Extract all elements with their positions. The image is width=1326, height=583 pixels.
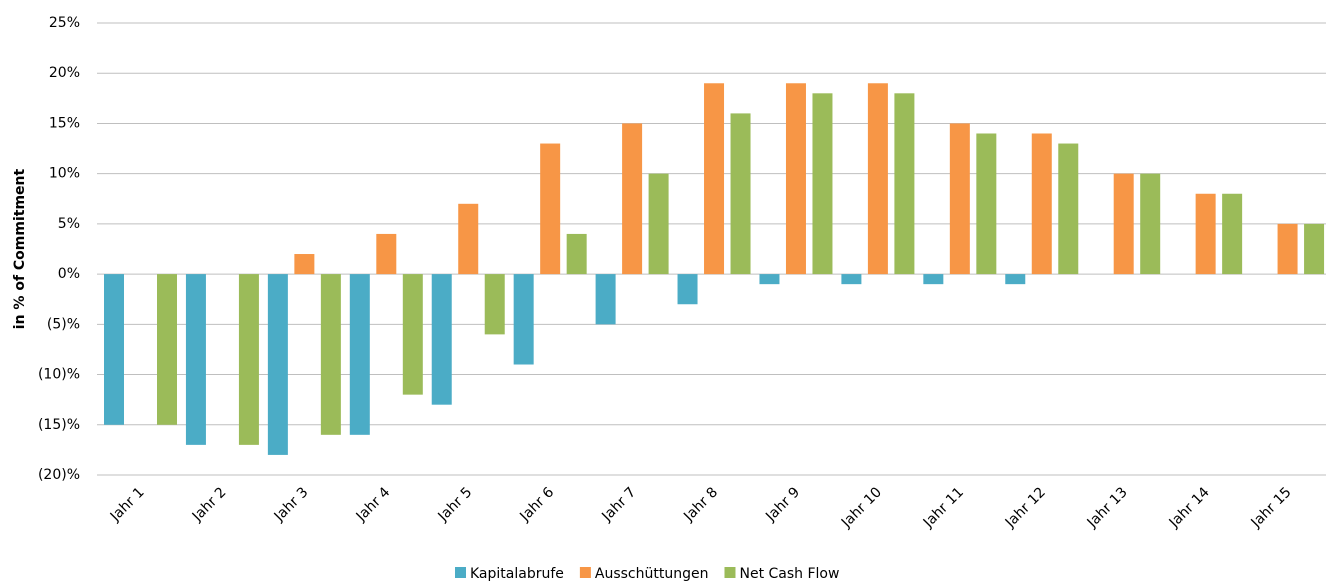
bar <box>622 123 643 275</box>
y-tick-label: 10% <box>49 166 80 182</box>
y-tick-label: (20)% <box>38 467 80 483</box>
bar <box>540 143 561 275</box>
bar <box>677 274 698 305</box>
bar <box>923 274 944 285</box>
bar <box>566 233 587 275</box>
x-tick-label: Jahr 11 <box>920 484 967 531</box>
bar <box>841 274 862 285</box>
bar <box>1304 223 1325 275</box>
x-tick-label: Jahr 3 <box>271 484 312 525</box>
x-tick-label: Jahr 10 <box>838 484 885 531</box>
bar <box>595 274 616 325</box>
y-tick-label: 5% <box>58 216 80 232</box>
y-tick-label: (10)% <box>38 367 80 383</box>
bar <box>648 173 669 275</box>
x-tick-label: Jahr 6 <box>516 484 557 525</box>
bar <box>1005 274 1026 285</box>
bar <box>812 93 833 275</box>
bar <box>867 83 888 275</box>
bar <box>402 274 423 395</box>
legend-label: Kapitalabrufe <box>470 566 564 582</box>
bar <box>104 274 124 425</box>
x-tick-label: Jahr 5 <box>435 484 476 525</box>
bar <box>949 123 970 275</box>
bar <box>267 274 288 455</box>
y-tick-label: 25% <box>49 15 80 31</box>
x-tick-label: Jahr 15 <box>1248 484 1295 531</box>
bar <box>759 274 780 285</box>
y-tick-label: (5)% <box>47 316 80 332</box>
bar <box>185 274 206 445</box>
x-tick-label: Jahr 12 <box>1002 484 1049 531</box>
bar <box>458 203 479 275</box>
x-tick-label: Jahr 8 <box>680 484 721 525</box>
bar <box>294 254 315 275</box>
bar <box>238 274 259 445</box>
x-tick-label: Jahr 4 <box>353 484 394 525</box>
x-tick-label: Jahr 14 <box>1166 484 1213 531</box>
bar <box>1113 173 1134 275</box>
y-tick-label: 15% <box>49 115 80 131</box>
legend-swatch <box>579 567 591 578</box>
legend-label: Ausschüttungen <box>595 566 709 582</box>
y-tick-label: 0% <box>58 266 80 282</box>
bar <box>484 274 505 335</box>
x-tick-label: Jahr 9 <box>762 484 803 525</box>
bar <box>376 233 397 275</box>
bar <box>976 133 997 275</box>
legend: Kapitalabrufe Ausschüttungen Net Cash Flow <box>455 566 839 582</box>
y-axis-label: in % of Commitment <box>12 168 28 329</box>
x-tick-label: Jahr 2 <box>189 484 230 525</box>
x-tick-label: Jahr 1 <box>107 484 148 525</box>
bar <box>513 274 534 365</box>
x-tick-label: Jahr 13 <box>1084 484 1131 531</box>
bar <box>1031 133 1052 275</box>
legend-label: Net Cash Flow <box>739 566 839 582</box>
legend-swatch <box>724 567 736 578</box>
bar <box>730 113 751 275</box>
bar <box>1140 173 1161 275</box>
bar <box>157 274 177 425</box>
bar <box>785 83 806 275</box>
x-tick-label: Jahr 7 <box>598 484 639 525</box>
bar <box>704 83 725 275</box>
bar <box>1222 193 1243 275</box>
y-tick-label: 20% <box>49 65 80 81</box>
bar <box>1195 193 1216 275</box>
bar <box>320 274 341 435</box>
bar <box>1058 143 1079 275</box>
legend-swatch <box>455 567 466 578</box>
bar <box>431 274 452 405</box>
bar <box>1277 223 1298 275</box>
y-tick-label: (15)% <box>38 417 80 433</box>
bar <box>894 93 915 275</box>
bar <box>349 274 370 435</box>
